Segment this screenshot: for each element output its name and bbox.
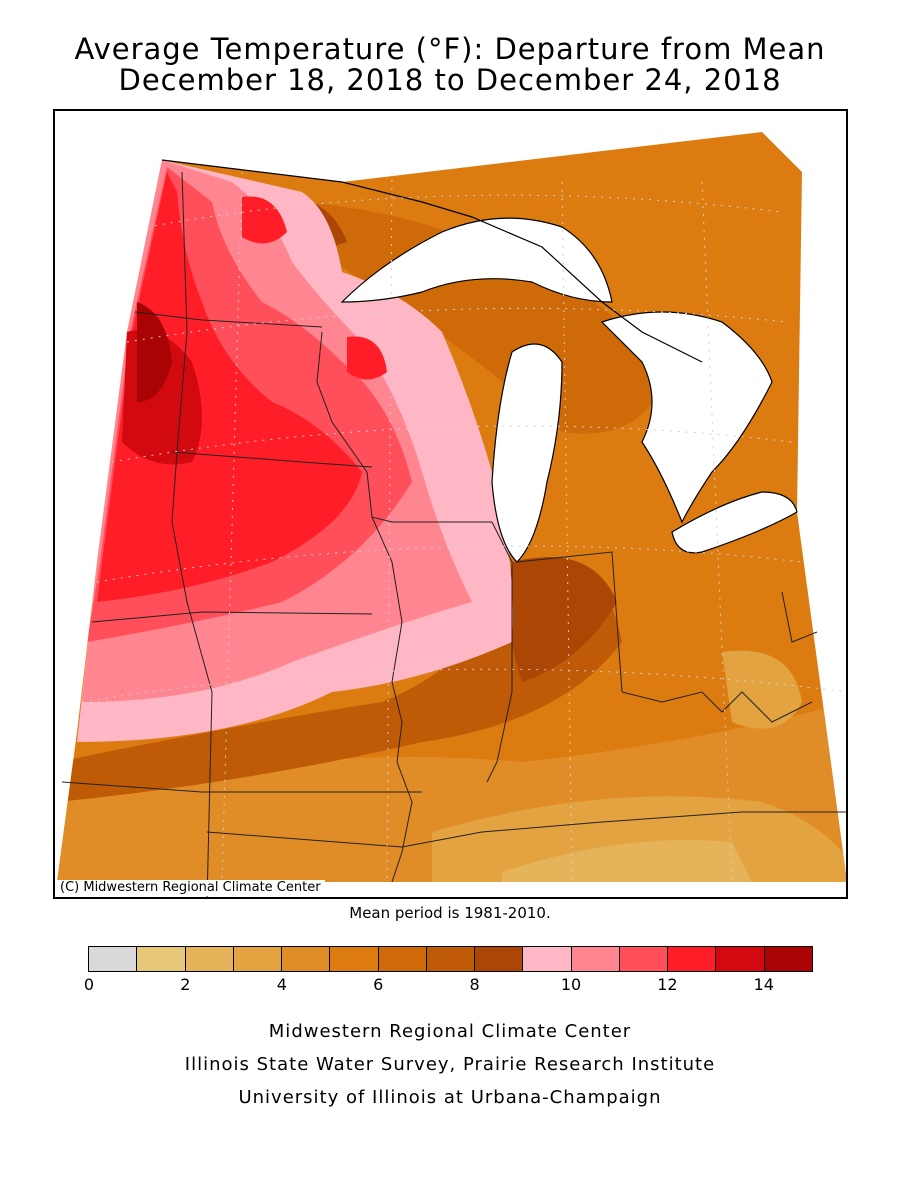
temperature-departure-map xyxy=(53,109,848,899)
legend-tick-label: 4 xyxy=(276,975,287,994)
graticule xyxy=(81,171,846,883)
boundary-tn-ky xyxy=(206,811,846,848)
mean-period-note: Mean period is 1981-2010. xyxy=(349,904,551,922)
lake-huron xyxy=(600,311,773,524)
great-lakes xyxy=(340,217,798,563)
legend-swatch xyxy=(185,947,234,971)
legend-tick-label: 14 xyxy=(753,975,774,994)
legend-swatch xyxy=(668,947,717,971)
legend-swatch xyxy=(716,947,765,971)
boundary-mn-dakotas xyxy=(171,171,213,897)
legend-swatch xyxy=(523,947,572,971)
copyright-notice: (C) Midwestern Regional Climate Center xyxy=(56,880,325,896)
legend-tick-label: 2 xyxy=(180,975,191,994)
lake-superior xyxy=(340,217,613,303)
grid-line xyxy=(81,668,846,703)
legend-swatch xyxy=(330,947,379,971)
boundary-in-mi-oh xyxy=(516,551,623,693)
map-title: Average Temperature (°F): Departure from… xyxy=(74,32,826,66)
band-12-13 xyxy=(97,172,362,602)
legend-tick-label: 8 xyxy=(469,975,480,994)
legend-swatch xyxy=(89,947,138,971)
legend-swatch xyxy=(233,947,283,971)
legend-swatch xyxy=(378,947,427,971)
map-canvas xyxy=(57,132,846,897)
boundary-sd-ne xyxy=(91,611,373,623)
legend-swatch xyxy=(426,947,476,971)
grid-line xyxy=(146,194,783,228)
legend-tick-label: 0 xyxy=(83,975,95,994)
legend-swatch xyxy=(764,947,812,971)
band-12-13-north xyxy=(242,196,287,244)
grid-line xyxy=(111,425,793,463)
band-14-15 xyxy=(137,302,172,402)
map-date-range: December 18, 2018 to December 24, 2018 xyxy=(118,63,782,97)
band-7-8 xyxy=(57,558,622,802)
legend-tick-label: 6 xyxy=(373,975,384,994)
lake-michigan xyxy=(491,343,563,563)
legend-swatch xyxy=(282,947,331,971)
boundary-oh-pa xyxy=(781,591,818,643)
boundary-ks-mo xyxy=(61,781,422,793)
band-8-9 xyxy=(508,557,617,682)
legend-swatch xyxy=(619,947,669,971)
legend-tick-label: 10 xyxy=(560,975,582,994)
legend-tick-label: 12 xyxy=(657,975,678,994)
boundary-mississippi xyxy=(371,516,413,883)
boundary-ohio-river xyxy=(621,691,813,723)
legend-swatch xyxy=(137,947,186,971)
credit-line-2: Illinois State Water Survey, Prairie Res… xyxy=(184,1054,716,1075)
credit-line-1: Midwestern Regional Climate Center xyxy=(268,1021,632,1042)
legend-swatch xyxy=(571,947,620,971)
color-legend xyxy=(88,946,813,972)
band-12-13-mn xyxy=(347,336,387,380)
boundary-il-in xyxy=(486,521,513,783)
boundary-mn-wi xyxy=(316,331,492,523)
legend-swatch xyxy=(475,947,524,971)
band-4-5-east xyxy=(722,650,802,729)
boundary-nd-mn-north xyxy=(134,311,323,328)
lake-erie xyxy=(671,491,798,554)
band-6-7-north xyxy=(302,202,662,434)
grid-line xyxy=(126,307,788,343)
state-boundaries xyxy=(61,171,846,897)
credit-line-3: University of Illinois at Urbana-Champai… xyxy=(238,1087,662,1108)
boundary-nd-sd xyxy=(171,451,373,468)
us-canada-border xyxy=(161,159,703,363)
band-3-4 xyxy=(502,840,762,882)
